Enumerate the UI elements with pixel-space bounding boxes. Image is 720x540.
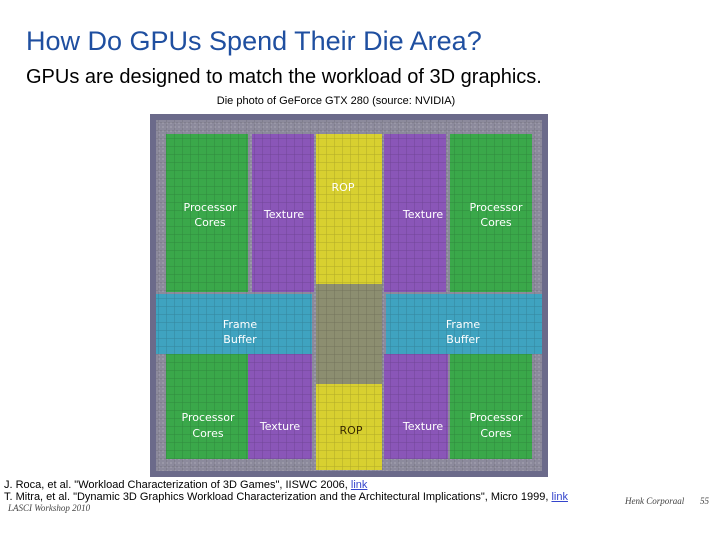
image-caption: Die photo of GeForce GTX 280 (source: NV… bbox=[216, 95, 456, 107]
slide-title: How Do GPUs Spend Their Die Area? bbox=[26, 26, 482, 56]
reference-2-link[interactable]: link bbox=[551, 491, 568, 503]
label-texture-bl: Texture bbox=[259, 420, 300, 433]
slide-subtitle: GPUs are designed to match the workload … bbox=[26, 66, 542, 88]
label-processor-tr-2: Cores bbox=[480, 216, 511, 229]
label-processor-bl-2: Cores bbox=[192, 427, 223, 440]
footer-author: Henk Corporaal bbox=[625, 496, 685, 506]
reference-1-text: J. Roca, et al. "Workload Characterizati… bbox=[4, 479, 351, 491]
label-texture-tl: Texture bbox=[263, 208, 304, 221]
label-processor-bl-1: Processor bbox=[182, 411, 235, 424]
label-processor-br-2: Cores bbox=[480, 427, 511, 440]
label-rop-top: ROP bbox=[332, 181, 355, 194]
label-processor-tl-1: Processor bbox=[184, 201, 237, 214]
die-photo: ROP Processor Cores Texture Texture Proc… bbox=[150, 114, 548, 477]
label-frame-buffer-l-1: Frame bbox=[223, 318, 258, 331]
reference-1-link[interactable]: link bbox=[350, 479, 368, 491]
label-rop-bottom: ROP bbox=[340, 424, 363, 437]
reference-2: T. Mitra, et al. "Dynamic 3D Graphics Wo… bbox=[4, 491, 568, 503]
footer-workshop: LASCI Workshop 2010 bbox=[8, 503, 91, 513]
reference-1: J. Roca, et al. "Workload Characterizati… bbox=[4, 479, 367, 491]
label-frame-buffer-l-2: Buffer bbox=[223, 333, 257, 346]
reference-2-text: T. Mitra, et al. "Dynamic 3D Graphics Wo… bbox=[4, 491, 552, 503]
label-processor-br-1: Processor bbox=[470, 411, 523, 424]
label-texture-br: Texture bbox=[402, 420, 443, 433]
page-number: 55 bbox=[700, 496, 709, 506]
label-processor-tr-1: Processor bbox=[470, 201, 523, 214]
label-frame-buffer-r-1: Frame bbox=[446, 318, 481, 331]
label-frame-buffer-r-2: Buffer bbox=[446, 333, 480, 346]
label-processor-tl-2: Cores bbox=[194, 216, 225, 229]
label-texture-tr: Texture bbox=[402, 208, 443, 221]
